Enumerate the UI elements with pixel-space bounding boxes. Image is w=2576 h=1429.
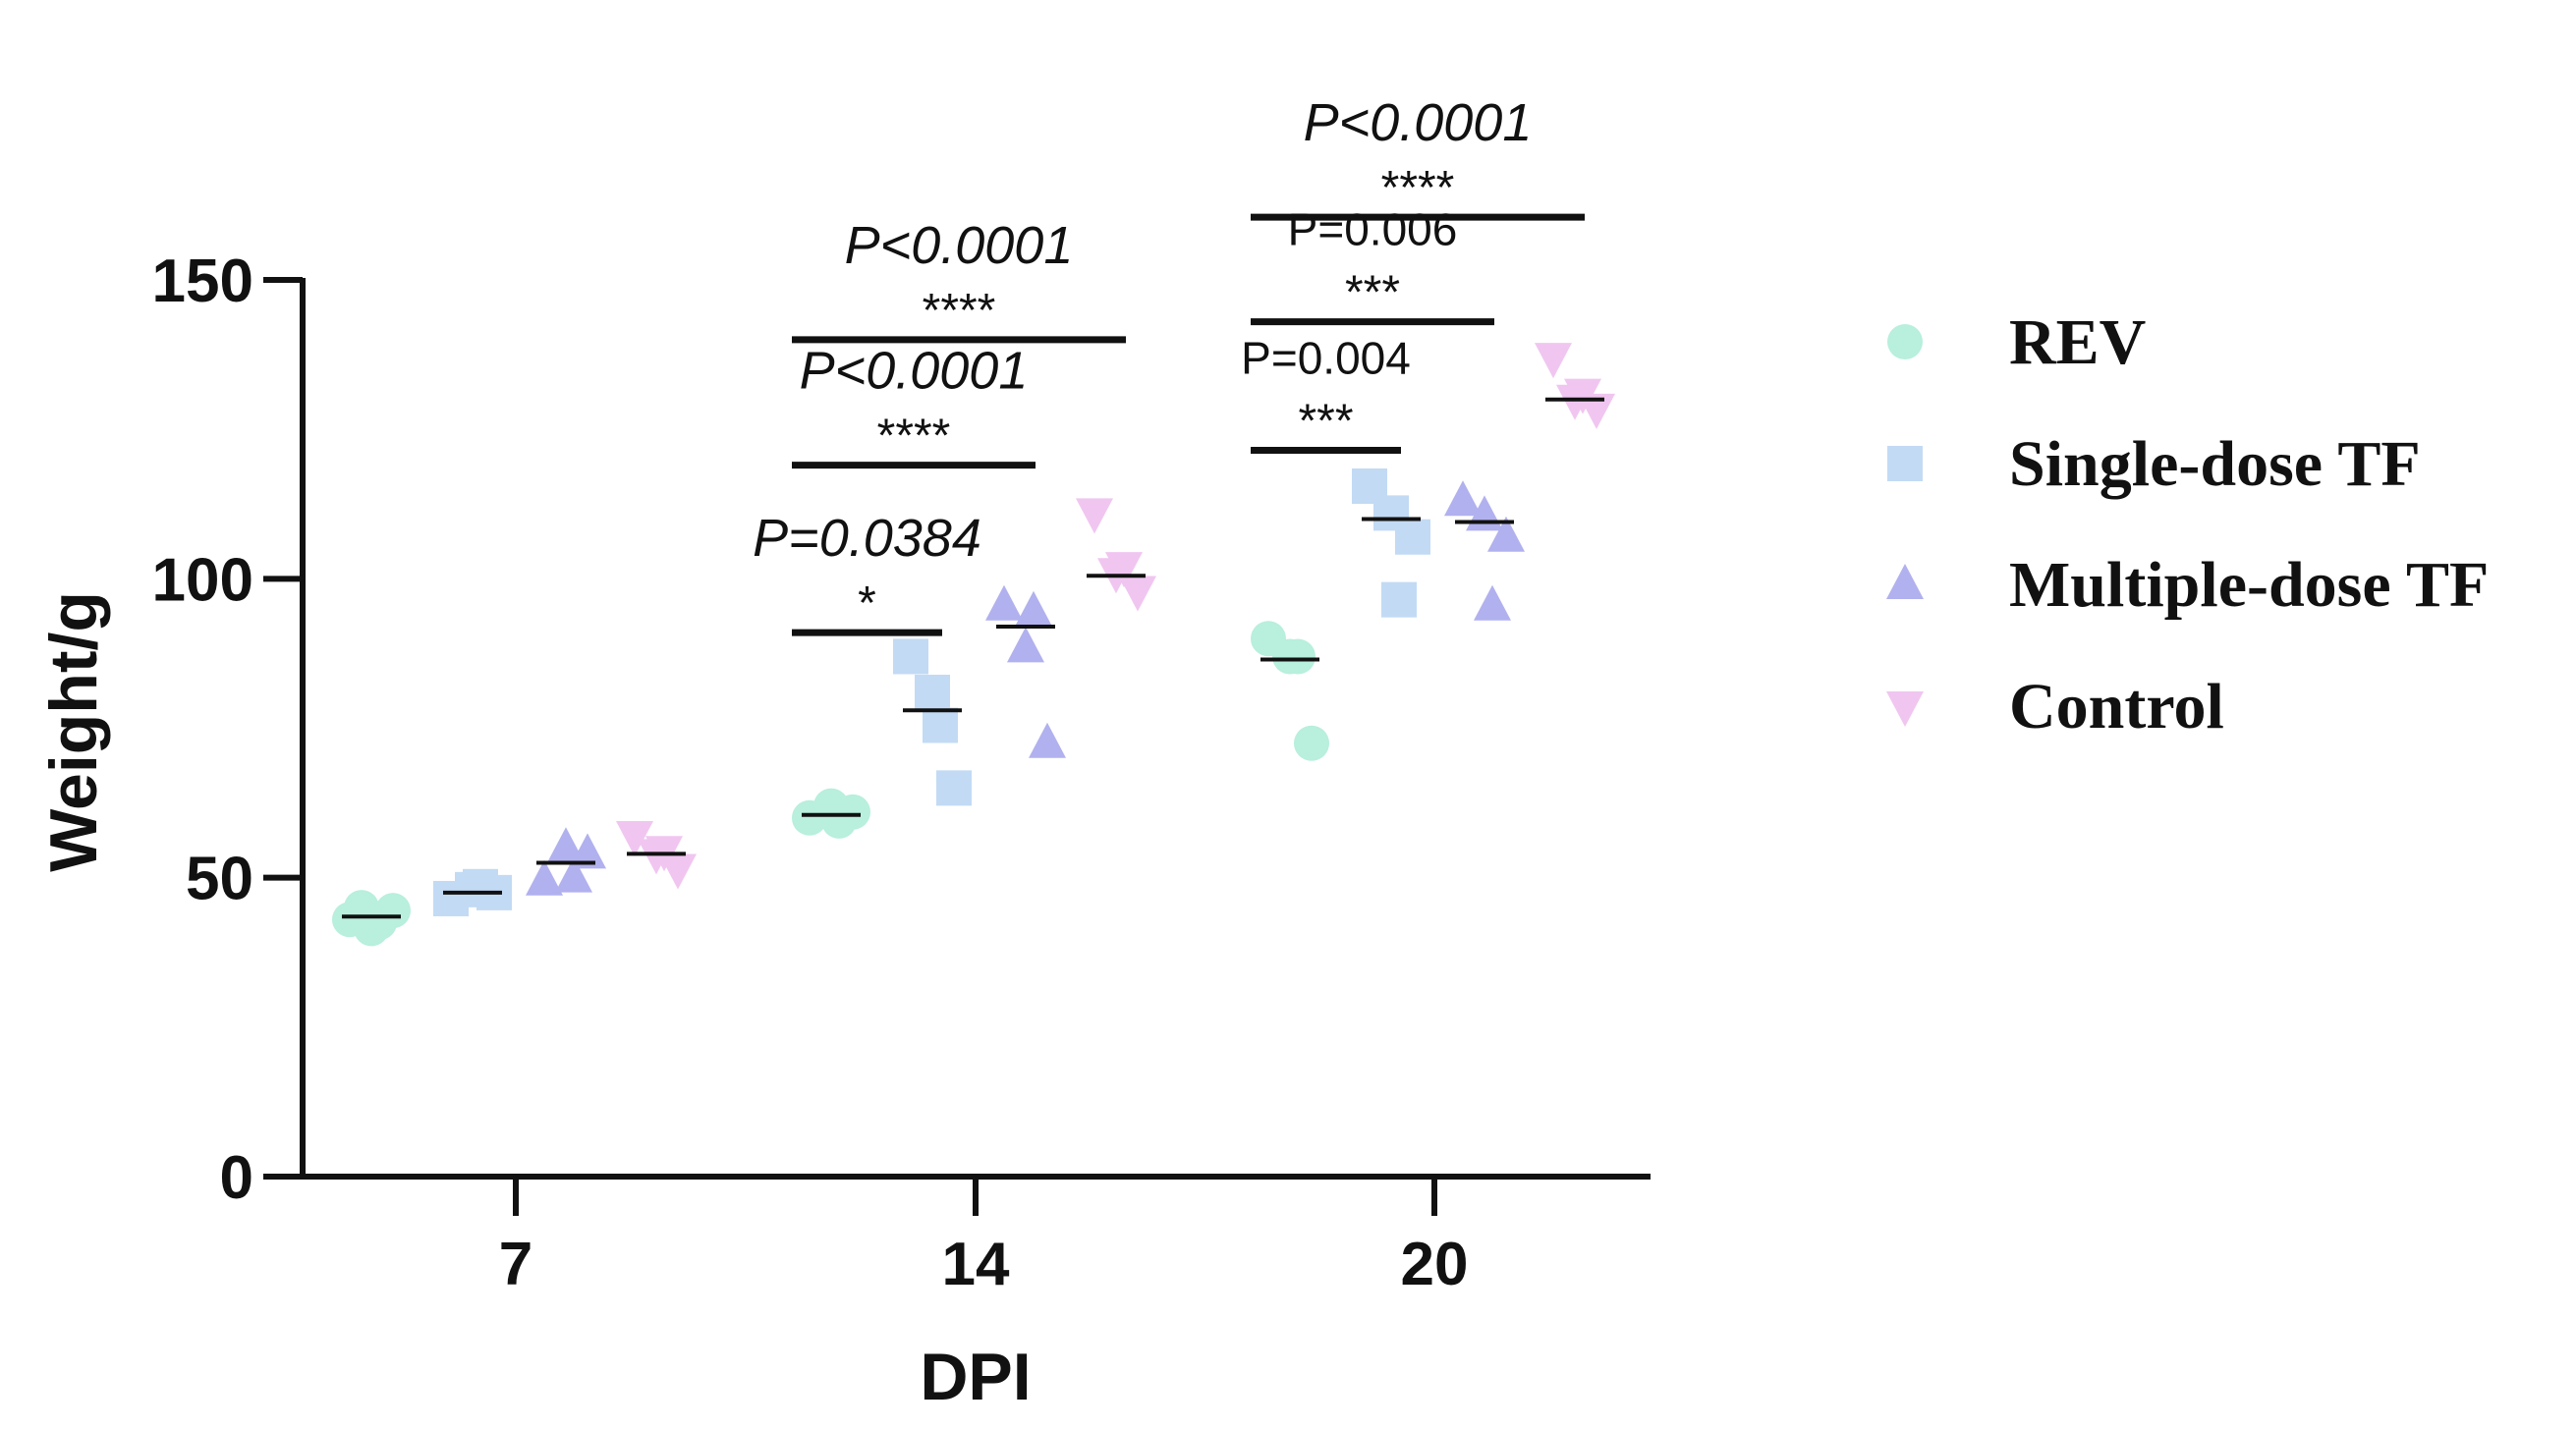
data-point (821, 802, 857, 839)
legend-item-control: Control (1886, 671, 2224, 742)
data-point (985, 584, 1023, 621)
p-value-label: P=0.004 (1241, 332, 1411, 383)
data-point (1487, 516, 1525, 552)
significance-bracket: **** P<0.0001 (792, 342, 1036, 469)
significance-stars: *** (1298, 395, 1353, 447)
data-point (915, 674, 950, 710)
y-tick-label: 100 (152, 546, 253, 614)
data-point (923, 707, 958, 743)
legend-item-rev: REV (1887, 306, 2146, 378)
data-point (569, 833, 606, 869)
data-point (1119, 576, 1156, 612)
legend-marker (1886, 691, 1924, 727)
data-point (463, 868, 498, 905)
data-point (1105, 552, 1143, 588)
significance-bracket: **** P<0.0001 (1251, 93, 1585, 221)
y-tick-label: 150 (152, 247, 253, 315)
legend-label: REV (2009, 306, 2146, 378)
x-axis-label: DPI (920, 1340, 1031, 1414)
legend-item-multiple-dose-tf: Multiple-dose TF (1886, 549, 2489, 621)
data-point (893, 638, 928, 675)
significance-bracket: * P=0.0384 (753, 509, 981, 636)
series-rev (332, 621, 1329, 947)
data-point (1015, 590, 1052, 627)
data-point (616, 821, 653, 857)
data-point (1381, 581, 1417, 618)
legend-item-single-dose-tf: Single-dose TF (1887, 428, 2421, 500)
significance-stars: **** (1381, 162, 1455, 214)
data-point (547, 827, 585, 863)
data-point (1474, 584, 1511, 621)
y-axis-label: Weight/g (36, 591, 111, 872)
data-point (526, 859, 563, 896)
p-value-label: P=0.006 (1288, 204, 1458, 255)
legend-marker (1887, 324, 1923, 359)
data-point (1294, 725, 1329, 761)
data-point (1395, 519, 1430, 555)
data-point (1029, 722, 1066, 758)
data-point (1076, 498, 1113, 534)
legend-label: Single-dose TF (2009, 428, 2421, 500)
significance-stars: **** (923, 285, 996, 337)
data-point (555, 856, 592, 893)
x-tick-label: 7 (499, 1231, 532, 1298)
p-value-label: P<0.0001 (1304, 93, 1533, 152)
data-point (936, 770, 972, 806)
p-value-label: P<0.0001 (845, 216, 1074, 275)
p-value-label: P=0.0384 (753, 509, 981, 568)
significance-bracket: *** P=0.004 (1241, 332, 1411, 454)
axes: 0 50 100 150 7 14 20 (152, 247, 1651, 1298)
significance-bracket: *** P=0.006 (1251, 204, 1494, 326)
significance-stars: *** (1345, 267, 1400, 319)
x-tick-label: 14 (942, 1231, 1010, 1298)
series-single-dose-tf (433, 467, 1430, 916)
series-control (616, 343, 1615, 890)
y-tick-label: 50 (186, 846, 253, 913)
y-tick-label: 0 (220, 1144, 253, 1212)
significance-annotations: *P=0.0384****P<0.0001****P<0.0001***P=0.… (753, 93, 1585, 636)
series-multiple-dose-tf (526, 480, 1525, 896)
data-marks (332, 343, 1615, 947)
legend-marker (1886, 564, 1924, 599)
data-point (1564, 378, 1601, 414)
significance-stars: **** (877, 411, 951, 463)
data-point (1444, 480, 1482, 517)
legend-label: Control (2009, 671, 2224, 742)
significance-stars: * (858, 577, 876, 630)
data-point (1280, 638, 1316, 675)
data-point (1535, 343, 1572, 379)
legend-marker (1887, 446, 1923, 481)
legend-label: Multiple-dose TF (2009, 549, 2489, 621)
data-point (344, 890, 379, 926)
x-tick-label: 20 (1401, 1231, 1469, 1298)
p-value-label: P<0.0001 (800, 342, 1029, 401)
legend: REV Single-dose TF Multiple-dose TF Control (1886, 306, 2489, 742)
significance-bracket: **** P<0.0001 (792, 216, 1126, 344)
data-point (1007, 627, 1044, 663)
